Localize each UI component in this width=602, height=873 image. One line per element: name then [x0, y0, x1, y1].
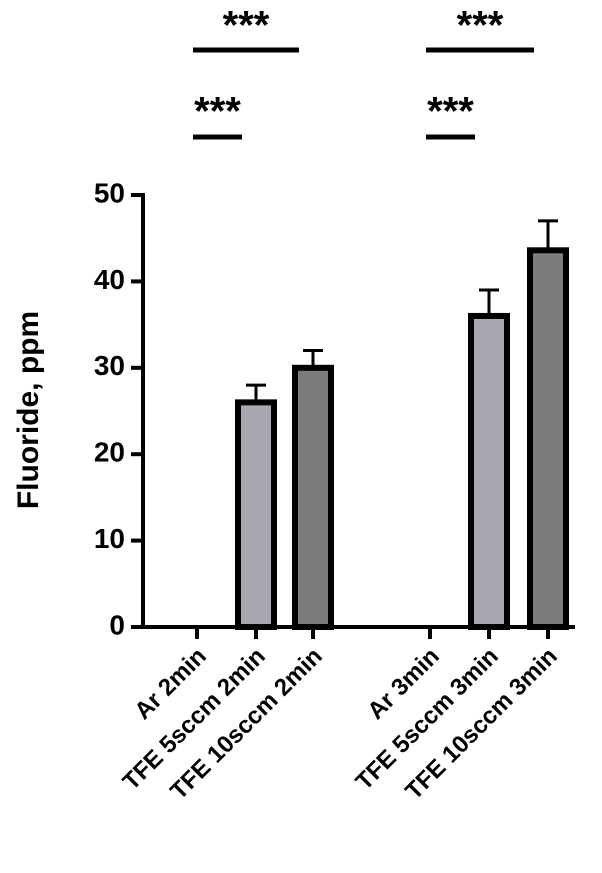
bar — [527, 247, 569, 631]
bar — [235, 399, 277, 630]
y-tick-label: 10 — [94, 523, 125, 554]
bar — [292, 364, 334, 630]
y-tick-label: 30 — [94, 350, 125, 381]
y-tick-label: 40 — [94, 264, 125, 295]
y-tick-label: 20 — [94, 437, 125, 468]
significance-label: *** — [223, 4, 270, 48]
y-tick-label: 0 — [109, 609, 125, 640]
bar — [468, 312, 510, 630]
y-axis-label: Fluoride, ppm — [12, 311, 45, 509]
y-tick-label: 50 — [94, 177, 125, 208]
significance-label: *** — [457, 4, 504, 48]
significance-label: *** — [194, 90, 241, 134]
significance-label: *** — [427, 90, 474, 134]
